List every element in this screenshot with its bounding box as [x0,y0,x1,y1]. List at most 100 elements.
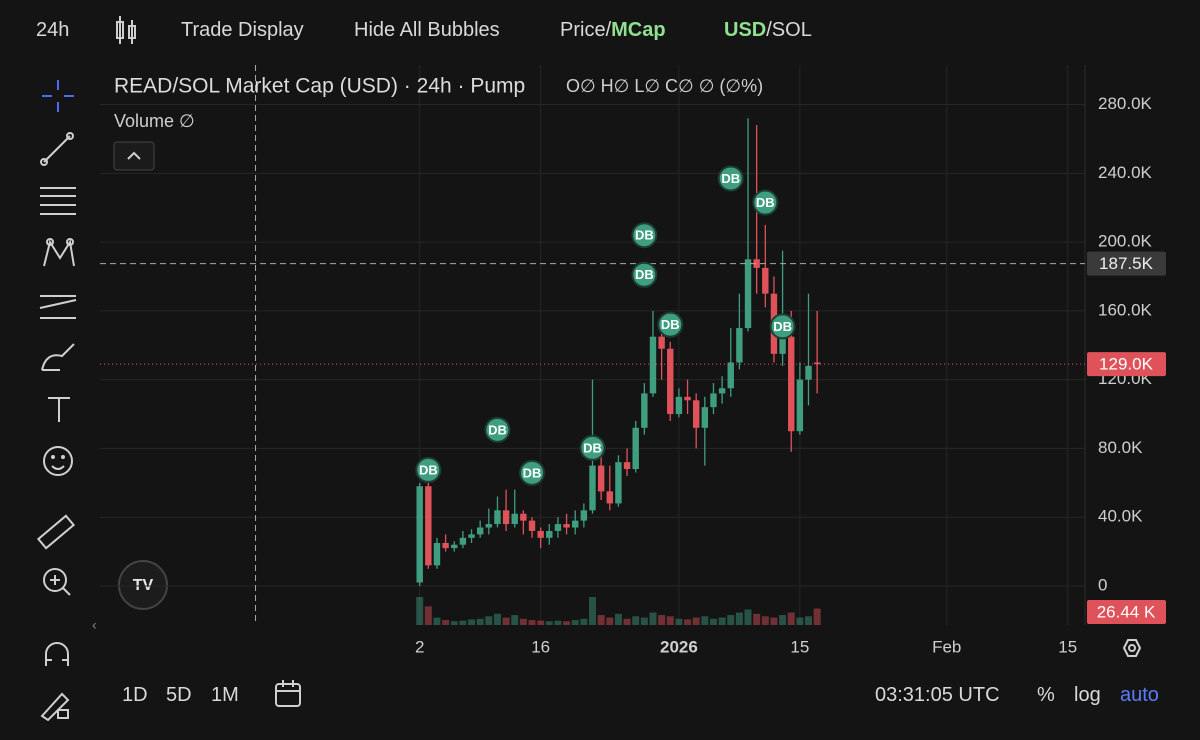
volume-bar [718,617,726,625]
volume-bar [554,620,562,625]
candle-body [572,520,579,528]
last-price-label: 129.0K [1099,355,1154,374]
candle-icon[interactable] [116,16,136,44]
interval-button[interactable]: 24h [36,19,70,41]
volume-bar [684,619,692,625]
volume-bar [580,618,588,625]
candle-body [580,510,588,521]
trade-bubble[interactable] [579,434,606,461]
tradingview-logo[interactable] [118,560,168,610]
candle-body [476,527,484,535]
crosshair-tool[interactable] [42,80,74,112]
candle-body [537,530,544,538]
volume-bar [623,618,631,625]
candle-body [658,336,665,349]
pattern-tool[interactable] [43,238,75,267]
scroll-arrow[interactable]: ‹ [92,617,97,633]
usd-sol-toggle[interactable]: USD/SOL [724,19,812,42]
candle-body [667,348,674,415]
bubble-label: DB [773,319,792,334]
trade-bubble[interactable] [769,313,796,340]
crosshair-label: 187.5K [1099,254,1154,273]
settings-icon[interactable] [1122,639,1142,657]
candle-body [710,393,717,408]
volume-bar [761,616,769,625]
x-tick-label: Feb [932,637,961,656]
log-toggle[interactable]: log [1074,684,1101,706]
trade-bubble[interactable] [631,261,658,288]
volume-bar [770,617,778,625]
candle-body [675,396,683,415]
trade-bubble[interactable] [631,222,658,249]
y-tick-label: 80.0K [1098,438,1143,457]
volume-bar [787,612,795,625]
y-tick-label: 280.0K [1098,94,1153,113]
volume-bar [805,616,813,625]
volume-bar [589,597,596,625]
volume-bar [502,617,510,625]
plot-area: 2 16 2026 15 Feb 15040.0K80.0K120.0K160.0K200… [100,65,1166,656]
magnet-tool[interactable] [45,642,69,666]
range-1d[interactable]: 1D [122,684,148,706]
trade-display-button[interactable]: Trade Display [181,19,304,41]
fib-tool[interactable] [40,187,76,215]
trade-bubble[interactable] [415,456,442,483]
volume-bar [753,613,761,625]
candle-body [641,393,648,428]
volume-bar [666,616,674,625]
last-price-box [1087,352,1166,377]
emoji-tool[interactable] [43,446,73,476]
volume-bar [640,617,648,625]
candle-body [589,465,596,511]
volume-bar [537,620,545,625]
volume-bar [727,615,735,625]
candle-body [692,400,700,428]
sol-label: /SOL [766,19,812,41]
candle-body [433,542,441,566]
trade-bubble[interactable] [484,416,511,443]
x-tick-label: 15 [790,637,809,656]
forecast-tool[interactable] [39,295,77,319]
candle-body [468,534,475,538]
trade-bubble[interactable] [752,189,779,216]
y-tick-label: 200.0K [1098,232,1153,251]
candle-body [425,486,432,566]
volume-bar [545,621,553,625]
volume-bar [571,620,579,625]
volume-title: Volume ∅ [114,111,195,131]
auto-toggle[interactable]: auto [1120,684,1159,706]
volume-bar [649,612,657,625]
volume-bar [476,618,484,625]
trade-bubble[interactable] [519,459,546,486]
trade-bubble[interactable] [657,311,684,338]
candle-body [632,427,639,470]
collapse-button[interactable] [113,141,155,171]
x-tick-label: 2026 [660,637,698,656]
percent-toggle[interactable]: % [1037,684,1055,706]
calendar-icon[interactable] [275,680,301,707]
candle-body [753,259,760,268]
volume-bar [433,617,441,625]
volume-bar [709,618,717,625]
ruler-tool[interactable] [36,514,76,550]
range-1m[interactable]: 1M [211,684,239,706]
hide-bubbles-button[interactable]: Hide All Bubbles [354,19,500,41]
candle-body [727,362,734,389]
candle-body [744,259,752,329]
last-volume-label: 26.44 K [1097,602,1156,621]
zoom-tool[interactable] [43,568,71,596]
brush-tool[interactable] [41,343,75,371]
trade-bubble[interactable] [717,165,744,192]
lock-draw-tool[interactable] [40,692,70,722]
candle-body [597,465,605,492]
chart-title: READ/SOL Market Cap (USD) · 24h · Pump [114,75,525,98]
volume-bar [614,613,622,625]
volume-bar [563,621,571,625]
volume-bar [658,615,666,625]
range-5d[interactable]: 5D [166,684,192,706]
bubble-label: DB [523,465,542,480]
trendline-tool[interactable] [40,132,74,166]
text-tool[interactable] [48,397,70,422]
price-mcap-toggle[interactable]: Price/MCap [560,19,666,42]
